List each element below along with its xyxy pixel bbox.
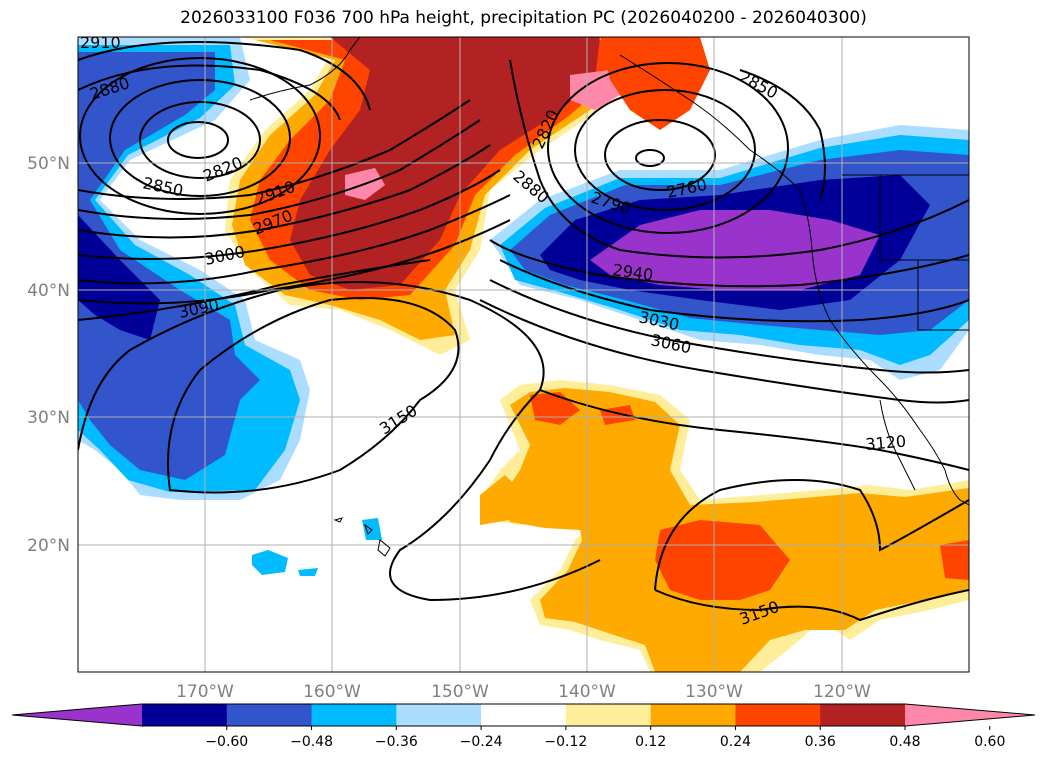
colorbar-tick-label: −0.60 [205, 734, 248, 750]
colorbar-extend-high [905, 704, 1035, 726]
contour-label: 2910 [80, 33, 121, 52]
colorbar-segment [396, 704, 482, 726]
lon-label: 120°W [813, 682, 871, 702]
lat-label: 50°N [27, 154, 70, 174]
pos-region-south-6 [940, 540, 969, 580]
coastlines [249, 37, 969, 557]
contour-2850e [739, 69, 826, 201]
contour-3090 [78, 259, 431, 321]
contour-2910w [78, 41, 371, 111]
contour-3060 [78, 219, 511, 305]
baja-coast [879, 399, 916, 491]
contour-3150e-2 [654, 589, 969, 622]
neg-blob-hawaii-2 [298, 568, 318, 576]
colorbar-tick-label: 0.36 [805, 734, 836, 750]
colorbar-segment [142, 704, 228, 726]
contour-3000 [78, 169, 501, 260]
lon-label: 140°W [558, 682, 616, 702]
low-west-3 [109, 79, 291, 197]
contour-3150-ring [167, 297, 460, 494]
contour-2970 [78, 144, 491, 239]
colorbar: −0.60 −0.48 −0.36 −0.24 −0.12 0.12 0.24 0.36 0.4… [11, 703, 1036, 750]
colorbar-segment [650, 704, 736, 726]
lon-labels: 170°W 160°W 150°W 140°W 130°W 120°W [176, 682, 871, 702]
contour-2910e [489, 239, 969, 288]
hawaii-1 [364, 523, 373, 535]
pos-region-south-3 [655, 520, 790, 600]
lat-label: 30°N [27, 408, 70, 428]
colorbar-extend-low [12, 704, 142, 726]
contour-3150e [654, 479, 969, 591]
contour-3030 [78, 194, 511, 285]
low-west-2 [139, 101, 261, 179]
colorbar-segment [311, 704, 397, 726]
lat-label: 20°N [27, 536, 70, 556]
gridlines [78, 37, 969, 672]
low-east-2 [604, 119, 716, 191]
alaska-coast [249, 37, 361, 101]
height-contours [78, 41, 969, 622]
low-east-1 [635, 149, 665, 167]
colorbar-segment [820, 704, 906, 726]
lat-labels: 50°N 40°N 30°N 20°N [27, 154, 70, 556]
colorbar-tick-label: 0.60 [974, 734, 1005, 750]
low-east-4 [547, 62, 789, 234]
pos-region-south-5 [600, 405, 635, 425]
canada-coast [619, 54, 801, 191]
contour-2910 [78, 99, 471, 200]
lon-label: 150°W [431, 682, 489, 702]
colorbar-outline [11, 703, 1036, 727]
hawaii-3 [333, 517, 343, 523]
contour-3120-ring [78, 281, 601, 602]
map-frame [77, 36, 970, 673]
colorbar-tick-label: −0.24 [460, 734, 503, 750]
low-west-1 [167, 121, 229, 159]
neg-blob-hawaii [252, 550, 288, 575]
contour-3060e [489, 279, 969, 374]
lon-label: 130°W [685, 682, 743, 702]
pos-region-south-7 [480, 475, 520, 525]
colorbar-segment [481, 704, 567, 726]
colorbar-segment [735, 704, 821, 726]
colorbar-tick-label: 0.24 [720, 734, 751, 750]
low-west-4 [79, 57, 321, 215]
colorbar-tick-label: 0.48 [889, 734, 920, 750]
lat-label: 40°N [27, 281, 70, 301]
hawaii-2 [377, 539, 391, 557]
colorbar-segment [565, 704, 652, 726]
contour-2880e [509, 59, 969, 259]
colorbar-tick-label: −0.12 [544, 734, 587, 750]
contour-3090e [479, 299, 969, 404]
lon-label: 170°W [176, 682, 234, 702]
contour-3120e [539, 389, 969, 471]
lon-label: 160°W [303, 682, 361, 702]
map-title: 2026033100 F036 700 hPa height, precipit… [180, 8, 867, 28]
low-east-3 [574, 89, 756, 211]
contour-label: 3120 [865, 432, 907, 454]
neg-region-west-3 [78, 52, 260, 480]
precip-shading [78, 37, 969, 672]
colorbar-tick-label: −0.36 [375, 734, 418, 750]
neg-blob-hawaii-3 [362, 518, 382, 540]
us-west-coast [799, 189, 946, 471]
colorbar-tick-label: 0.12 [635, 734, 666, 750]
colorbar-tick-label: −0.48 [290, 734, 333, 750]
mexico-coast [944, 469, 969, 506]
neg-region-west-4 [78, 215, 160, 340]
contour-3030e [499, 259, 969, 323]
contour-2940 [78, 119, 481, 220]
contour-2880w [78, 64, 341, 121]
neg-region-east-5 [590, 210, 880, 290]
colorbar-segment [226, 704, 313, 726]
pos-peak-2 [570, 70, 620, 110]
